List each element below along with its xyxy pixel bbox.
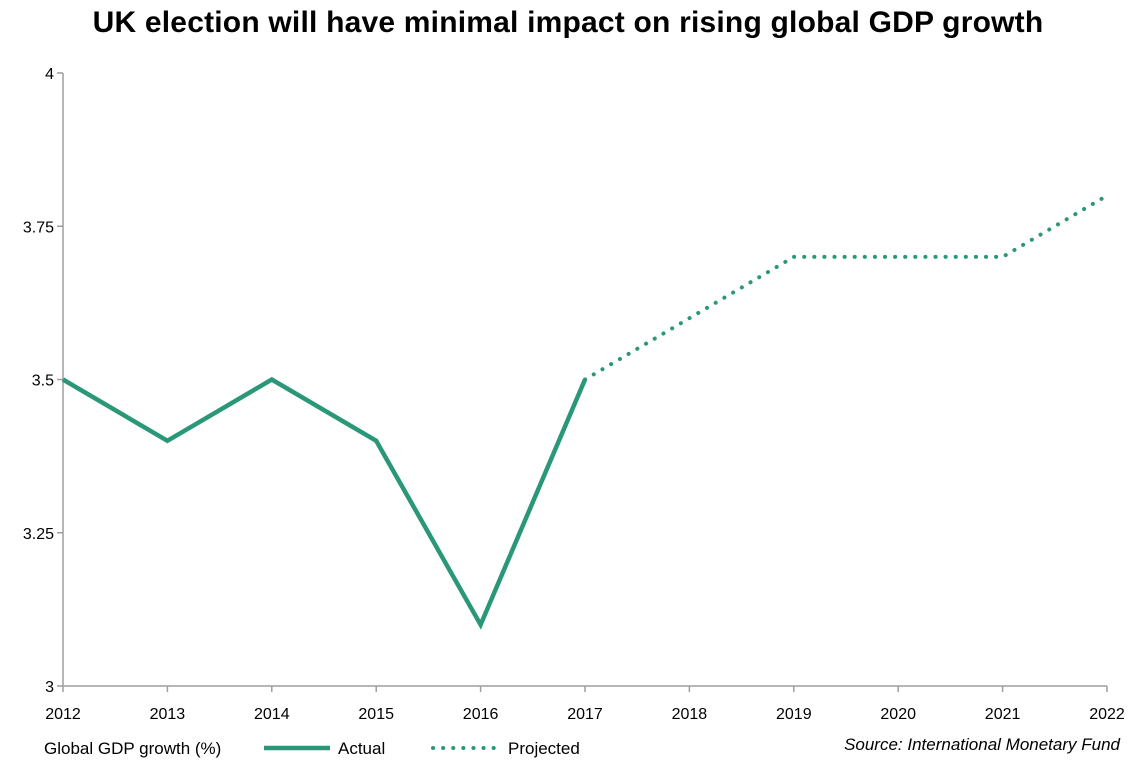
- x-tick-label: 2022: [1089, 706, 1125, 723]
- y-tick-label: 3: [45, 679, 54, 696]
- y-tick-label: 3.75: [23, 219, 54, 236]
- series-line-projected: [583, 193, 1109, 382]
- series-layer: [61, 193, 1109, 630]
- x-tick-label: 2016: [463, 706, 499, 723]
- x-tick-label: 2020: [880, 706, 916, 723]
- legend-label-actual: Actual: [338, 739, 385, 758]
- legend: Global GDP growth (%) Actual Projected: [44, 739, 580, 758]
- x-tick-label: 2018: [672, 706, 708, 723]
- x-tick-label: 2014: [254, 706, 290, 723]
- x-tick-label: 2012: [45, 706, 81, 723]
- legend-title: Global GDP growth (%): [44, 739, 221, 758]
- y-axis-ticks: 3 3.25 3.5 3.75 4: [23, 66, 63, 696]
- series-line-actual: [61, 376, 588, 630]
- chart-title: UK election will have minimal impact on …: [92, 6, 1044, 39]
- x-tick-label: 2015: [358, 706, 394, 723]
- x-tick-label: 2013: [150, 706, 186, 723]
- x-axis-ticks: 2012 2013 2014 2015 2016 2017 2018 2019 2020 2021…: [45, 686, 1125, 723]
- source-note: Source: International Monetary Fund: [844, 735, 1120, 754]
- x-tick-label: 2017: [567, 706, 603, 723]
- x-tick-label: 2021: [985, 706, 1021, 723]
- x-tick-label: 2019: [776, 706, 812, 723]
- y-tick-label: 3.25: [23, 526, 54, 543]
- y-tick-label: 4: [45, 66, 54, 83]
- y-tick-label: 3.5: [32, 373, 54, 390]
- legend-label-projected: Projected: [508, 739, 580, 758]
